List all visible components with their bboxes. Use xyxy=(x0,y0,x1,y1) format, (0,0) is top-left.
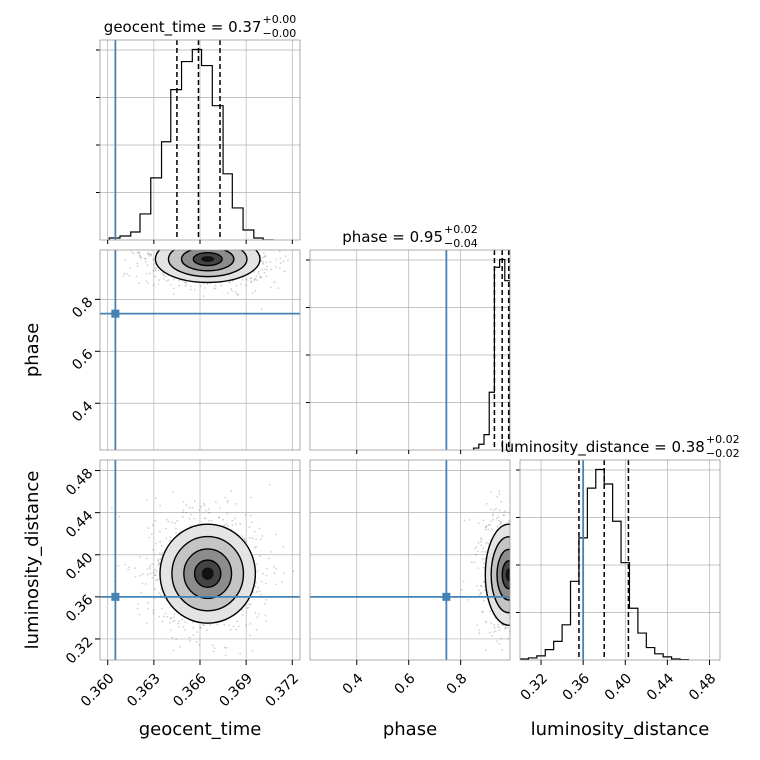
truth-marker xyxy=(442,592,451,601)
x-axis-label: geocent_time xyxy=(139,719,262,740)
contour-0 xyxy=(484,523,510,626)
panel-2d-phase-vs-geocent_time: 0.4 0.6 0.8 xyxy=(69,249,301,451)
title-sup: +0.02 xyxy=(706,433,740,446)
panel-hist-geocent_time: geocent_time = 0.37 +0.00−0.00 xyxy=(96,13,301,241)
contour-0 xyxy=(154,250,261,284)
y-tick-label-0: 0.32 xyxy=(63,634,96,667)
density-group xyxy=(100,250,300,450)
title-base: geocent_time = 0.37 xyxy=(104,18,262,37)
axes-frame xyxy=(309,459,511,661)
histogram-step-line xyxy=(473,258,510,450)
density-group xyxy=(100,460,300,660)
x-tick-label-4: 0.48 xyxy=(686,671,719,704)
histogram-step-line xyxy=(108,48,274,240)
density-level-4 xyxy=(505,568,510,582)
contour-3 xyxy=(192,251,223,267)
x-tick-label-0: 0.360 xyxy=(78,671,118,711)
contour-0 xyxy=(159,523,257,624)
panel-2d-luminosity_distance-vs-phase xyxy=(309,459,511,665)
y-tick-label-4: 0.48 xyxy=(63,466,96,499)
title-sup: +0.02 xyxy=(444,223,478,236)
density-level-4 xyxy=(201,256,215,263)
x-tick-label-2: 0.40 xyxy=(602,671,635,704)
contour-2 xyxy=(496,548,510,601)
x-axis-label: luminosity_distance xyxy=(531,719,710,740)
truth-marker xyxy=(111,592,120,601)
contour-2 xyxy=(180,250,235,272)
axes-frame xyxy=(519,459,721,661)
x-tick-label-3: 0.44 xyxy=(644,671,677,704)
contour-1 xyxy=(167,250,248,278)
hist-group xyxy=(108,40,274,240)
contour-1 xyxy=(171,535,245,612)
density-level-4 xyxy=(201,567,214,580)
x-tick-label-2: 0.366 xyxy=(170,671,210,711)
title-sub: −0.04 xyxy=(444,237,478,250)
y-tick-label-3: 0.44 xyxy=(63,508,96,541)
panel-hist-luminosity_distance: luminosity_distance = 0.38 +0.02−0.02 xyxy=(500,433,740,661)
panel-title: phase = 0.95 +0.02−0.04 xyxy=(342,223,478,250)
x-tick-label-1: 0.36 xyxy=(560,671,593,704)
title-base: luminosity_distance = 0.38 xyxy=(500,438,704,457)
x-axis-label: phase xyxy=(383,719,437,740)
y-tick-label-1: 0.6 xyxy=(69,346,96,373)
title-sup: +0.00 xyxy=(262,13,296,26)
title-base: phase = 0.95 xyxy=(342,228,443,246)
hist-group xyxy=(445,250,510,450)
axes-frame xyxy=(99,249,301,451)
x-axis-phase: 0.4 0.6 0.8 phase xyxy=(340,671,471,740)
y-tick-label-1: 0.36 xyxy=(63,592,96,625)
density-group xyxy=(310,460,510,660)
x-tick-label-3: 0.369 xyxy=(216,671,256,711)
contour-1 xyxy=(490,536,510,614)
panel-title: geocent_time = 0.37 +0.00−0.00 xyxy=(104,13,296,40)
truth-marker xyxy=(111,309,120,318)
x-tick-label-4: 0.372 xyxy=(263,671,303,711)
y-axis-label-phase: phase xyxy=(22,323,43,377)
title-sub: −0.02 xyxy=(706,447,740,460)
x-tick-label-1: 0.6 xyxy=(392,671,419,698)
hist-group xyxy=(520,460,690,660)
y-tick-label-2: 0.8 xyxy=(69,294,96,321)
panel-title: luminosity_distance = 0.38 +0.02−0.02 xyxy=(500,433,739,460)
x-axis-luminosity_distance: 0.32 0.36 0.40 0.44 0.48 luminosity_distance xyxy=(518,660,719,740)
x-tick-label-0: 0.32 xyxy=(518,671,551,704)
contour-2 xyxy=(183,548,233,600)
x-tick-label-0: 0.4 xyxy=(340,671,367,698)
x-tick-label-1: 0.363 xyxy=(124,671,164,711)
panel-2d-luminosity_distance-vs-geocent_time: 0.32 0.36 0.40 0.44 0.48 xyxy=(63,459,301,667)
contour-3 xyxy=(501,560,510,590)
x-tick-label-2: 0.8 xyxy=(443,671,470,698)
y-axis-label-luminosity_distance: luminosity_distance xyxy=(22,471,43,650)
y-tick-label-2: 0.40 xyxy=(63,550,96,583)
title-sub: −0.00 xyxy=(262,27,296,40)
contour-3 xyxy=(193,559,222,588)
axes-frame xyxy=(309,249,511,451)
y-tick-label-0: 0.4 xyxy=(69,398,96,425)
panel-hist-phase: phase = 0.95 +0.02−0.04 xyxy=(306,223,511,451)
